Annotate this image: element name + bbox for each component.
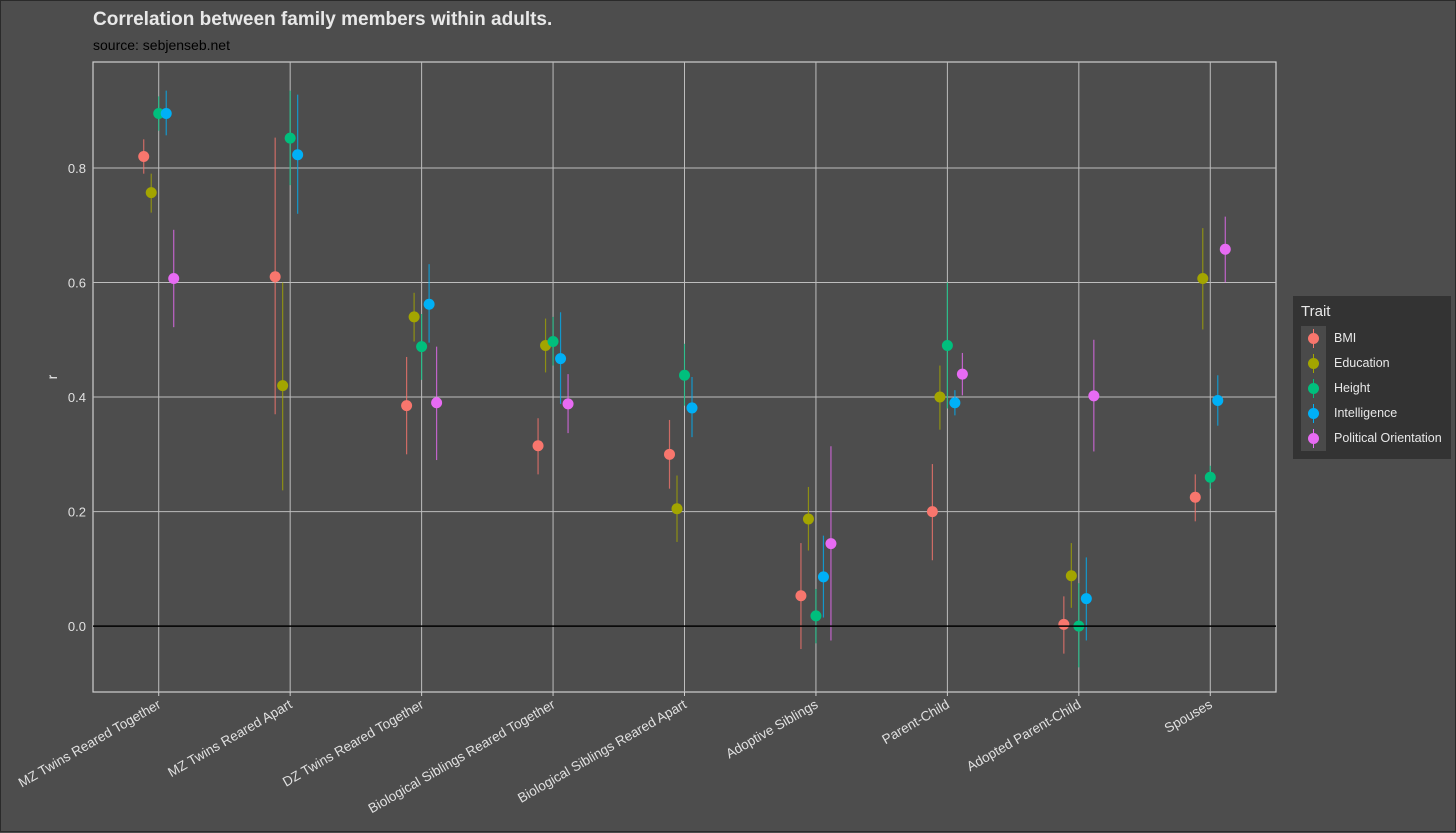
x-tick-label: MZ Twins Reared Together: [16, 696, 164, 790]
legend-key-icon: [1301, 326, 1326, 351]
data-point: [664, 448, 675, 460]
data-point: [1080, 593, 1092, 605]
data-point: [532, 440, 544, 452]
legend-item: Height: [1301, 376, 1451, 401]
y-tick-label: 0.8: [68, 161, 86, 176]
data-point: [269, 271, 281, 283]
x-tick-label: Spouses: [1162, 696, 1215, 735]
data-point: [408, 311, 420, 323]
data-point: [562, 398, 574, 410]
data-point: [145, 187, 157, 199]
y-axis-label: r: [44, 374, 60, 379]
legend-label: Education: [1334, 356, 1390, 370]
legend-title: Trait: [1301, 303, 1331, 320]
legend-item: Political Orientation: [1301, 426, 1451, 451]
data-point: [671, 503, 683, 515]
legend-key-dot: [1308, 333, 1319, 344]
data-point: [423, 298, 435, 310]
legend-label: Political Orientation: [1334, 431, 1442, 445]
y-tick-label: 0.4: [68, 390, 86, 405]
legend-key-dot: [1308, 358, 1319, 369]
data-point: [810, 610, 822, 622]
y-tick-label: 0.2: [68, 505, 86, 520]
data-point: [277, 380, 289, 392]
data-point: [138, 151, 150, 162]
data-point: [956, 368, 968, 380]
data-point: [825, 538, 837, 550]
data-point: [284, 132, 296, 144]
data-point: [679, 369, 690, 381]
data-point: [292, 149, 304, 161]
legend-key-dot: [1308, 433, 1319, 444]
legend-label: Intelligence: [1334, 406, 1398, 420]
x-tick-label: Adoptive Siblings: [723, 696, 820, 761]
y-tick-label: 0.0: [68, 619, 86, 634]
data-point: [795, 590, 807, 602]
data-point: [168, 272, 180, 284]
data-point: [926, 506, 938, 518]
data-point: [817, 571, 829, 583]
data-point: [1219, 243, 1231, 255]
x-tick-label: Adopted Parent-Child: [964, 697, 1083, 775]
data-point: [1058, 618, 1070, 630]
data-point: [547, 335, 559, 347]
legend-key-icon: [1301, 401, 1326, 426]
legend-item: Education: [1301, 351, 1451, 376]
legend-key-dot: [1308, 408, 1319, 419]
legend-key-icon: [1301, 376, 1326, 401]
data-point: [934, 391, 946, 403]
data-point: [802, 513, 814, 525]
legend-item: Intelligence: [1301, 401, 1451, 426]
data-point: [1065, 570, 1077, 582]
legend-key-icon: [1301, 426, 1326, 451]
legend-key-icon: [1301, 351, 1326, 376]
chart-title: Correlation between family members withi…: [93, 9, 553, 30]
data-point: [949, 397, 961, 409]
data-point: [686, 402, 698, 414]
x-tick-label: DZ Twins Reared Together: [280, 696, 427, 789]
data-point: [1088, 390, 1100, 402]
data-point: [1197, 272, 1209, 284]
data-point: [555, 353, 567, 365]
legend-label: Height: [1334, 381, 1371, 395]
legend: Trait BMI Education Height Intelligence Poli…: [1293, 296, 1451, 459]
data-point: [416, 341, 428, 353]
legend-label: BMI: [1334, 331, 1357, 345]
data-point: [1212, 394, 1224, 406]
legend-key-dot: [1308, 383, 1319, 394]
data-point: [1189, 491, 1201, 503]
x-tick-label: MZ Twins Reared Apart: [165, 696, 295, 780]
data-layer: [138, 90, 1231, 668]
data-point: [431, 397, 443, 409]
data-point: [941, 340, 953, 351]
chart-subtitle: source: sebjenseb.net: [93, 37, 230, 53]
data-point: [1204, 471, 1216, 483]
x-tick-label: Parent-Child: [879, 697, 951, 748]
data-point: [401, 400, 413, 412]
legend-item: BMI: [1301, 326, 1451, 351]
data-point: [160, 108, 172, 120]
y-tick-label: 0.6: [68, 276, 86, 291]
